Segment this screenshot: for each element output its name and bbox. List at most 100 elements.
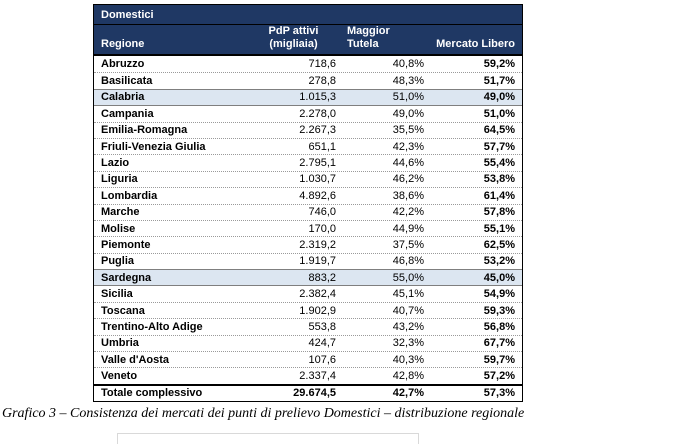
cell-maggior-tutela: 42,3%: [392, 140, 424, 153]
cell-maggior-tutela: 55,0%: [392, 271, 424, 284]
cell-maggior-tutela: 42,2%: [392, 206, 424, 219]
column-header-regione: Regione: [101, 38, 145, 51]
table-row: Puglia 1.919,7 46,8% 53,2%: [94, 252, 522, 269]
cell-pdp-attivi: 746,0: [308, 206, 336, 219]
column-header-pdp-line2: (migliaia): [269, 38, 318, 51]
table-row: Umbria 424,7 32,3% 67,7%: [94, 334, 522, 351]
cell-mercato-libero: 56,8%: [483, 320, 515, 333]
cell-pdp-attivi: 2.319,2: [299, 238, 336, 251]
cell-region: Campania: [101, 107, 154, 120]
cell-region: Lombardia: [101, 189, 158, 202]
cell-pdp-attivi: 2.267,3: [299, 124, 336, 137]
cell-mercato-libero: 55,4%: [483, 157, 515, 170]
cell-mercato-libero: 59,2%: [483, 58, 515, 71]
table-row: Lombardia 4.892,6 38,6% 61,4%: [94, 187, 522, 203]
cell-pdp-attivi: 1.030,7: [299, 173, 336, 186]
cell-maggior-tutela: 48,3%: [392, 75, 424, 88]
domestici-table: Domestici Regione PdP attivi (migliaia) …: [93, 4, 523, 402]
cell-maggior-tutela: 46,2%: [392, 173, 424, 186]
table-row: Lazio 2.795,1 44,6% 55,4%: [94, 154, 522, 170]
table-body: Abruzzo 718,6 40,8% 59,2% Basilicata 278…: [94, 56, 522, 384]
cell-maggior-tutela: 40,7%: [392, 304, 424, 317]
cell-mercato-libero: 51,7%: [483, 75, 515, 88]
cell-pdp-attivi: 2.278,0: [299, 107, 336, 120]
cell-mercato-libero: 59,7%: [483, 353, 515, 366]
cell-region: Trentino-Alto Adige: [101, 320, 203, 333]
table-total-row: Totale complessivo 29.674,5 42,7% 57,3%: [94, 383, 522, 401]
next-table-partial-edge: [117, 433, 419, 444]
table-row: Valle d'Aosta 107,6 40,3% 59,7%: [94, 351, 522, 367]
table-row: Molise 170,0 44,9% 55,1%: [94, 219, 522, 236]
table-row: Calabria 1.015,3 51,0% 49,0%: [94, 88, 522, 106]
table-row: Basilicata 278,8 48,3% 51,7%: [94, 72, 522, 88]
cell-maggior-tutela: 45,1%: [392, 288, 424, 301]
table-title: Domestici: [101, 9, 154, 21]
cell-maggior-tutela: 49,0%: [392, 107, 424, 120]
cell-region: Lazio: [101, 157, 130, 170]
cell-pdp-attivi: 1.919,7: [299, 255, 336, 268]
cell-region: Friuli-Venezia Giulia: [101, 140, 206, 153]
cell-total-mercato-libero: 57,3%: [483, 387, 515, 400]
cell-region: Sicilia: [101, 288, 133, 301]
cell-maggior-tutela: 37,5%: [392, 238, 424, 251]
table-row: Liguria 1.030,7 46,2% 53,8%: [94, 170, 522, 187]
cell-mercato-libero: 54,9%: [483, 288, 515, 301]
cell-region: Calabria: [101, 91, 145, 104]
cell-mercato-libero: 49,0%: [483, 91, 515, 104]
cell-total-maggior-tutela: 42,7%: [392, 387, 424, 400]
cell-mercato-libero: 67,7%: [483, 337, 515, 350]
table-row: Piemonte 2.319,2 37,5% 62,5%: [94, 236, 522, 252]
cell-maggior-tutela: 42,8%: [392, 370, 424, 383]
column-header-pdp-line1: PdP attivi: [268, 25, 319, 37]
cell-pdp-attivi: 2.337,4: [299, 370, 336, 383]
cell-region: Piemonte: [101, 238, 151, 251]
cell-region: Veneto: [101, 370, 138, 383]
table-row: Emilia-Romagna 2.267,3 35,5% 64,5%: [94, 121, 522, 138]
cell-region: Emilia-Romagna: [101, 124, 188, 137]
cell-maggior-tutela: 40,8%: [392, 58, 424, 71]
cell-pdp-attivi: 107,6: [308, 353, 336, 366]
table-row: Sardegna 883,2 55,0% 45,0%: [94, 269, 522, 286]
cell-maggior-tutela: 43,2%: [392, 320, 424, 333]
figure-caption: Grafico 3 – Consistenza dei mercati dei …: [2, 406, 525, 421]
table-row: Trentino-Alto Adige 553,8 43,2% 56,8%: [94, 318, 522, 334]
table-row: Abruzzo 718,6 40,8% 59,2%: [94, 56, 522, 72]
cell-maggior-tutela: 44,9%: [392, 222, 424, 235]
cell-region: Abruzzo: [101, 58, 145, 71]
cell-maggior-tutela: 44,6%: [392, 157, 424, 170]
cell-mercato-libero: 62,5%: [483, 238, 515, 251]
cell-region: Marche: [101, 206, 140, 219]
table-row: Campania 2.278,0 49,0% 51,0%: [94, 105, 522, 121]
cell-maggior-tutela: 38,6%: [392, 189, 424, 202]
table-row: Friuli-Venezia Giulia 651,1 42,3% 57,7%: [94, 137, 522, 154]
table-row: Marche 746,0 42,2% 57,8%: [94, 203, 522, 220]
table-header-row: Regione PdP attivi (migliaia) Maggior Tu…: [94, 25, 522, 56]
cell-maggior-tutela: 32,3%: [392, 337, 424, 350]
table-row: Toscana 1.902,9 40,7% 59,3%: [94, 301, 522, 318]
cell-mercato-libero: 59,3%: [483, 304, 515, 317]
column-header-mercato-libero: Mercato Libero: [436, 38, 515, 51]
cell-maggior-tutela: 46,8%: [392, 255, 424, 268]
cell-mercato-libero: 57,7%: [483, 140, 515, 153]
cell-mercato-libero: 57,8%: [483, 206, 515, 219]
cell-mercato-libero: 53,2%: [483, 255, 515, 268]
cell-mercato-libero: 55,1%: [483, 222, 515, 235]
cell-pdp-attivi: 1.015,3: [299, 91, 336, 104]
cell-pdp-attivi: 278,8: [308, 75, 336, 88]
column-header-tutela-line1: Maggior: [347, 25, 390, 37]
cell-region: Molise: [101, 222, 136, 235]
column-header-pdp-attivi: PdP attivi (migliaia): [246, 25, 341, 51]
cell-mercato-libero: 57,2%: [483, 370, 515, 383]
cell-pdp-attivi: 553,8: [308, 320, 336, 333]
cell-pdp-attivi: 4.892,6: [299, 189, 336, 202]
cell-region: Umbria: [101, 337, 139, 350]
cell-mercato-libero: 45,0%: [483, 271, 515, 284]
cell-region: Puglia: [101, 255, 135, 268]
cell-total-label: Totale complessivo: [101, 387, 203, 400]
cell-pdp-attivi: 170,0: [308, 222, 336, 235]
table-row: Veneto 2.337,4 42,8% 57,2%: [94, 367, 522, 383]
cell-pdp-attivi: 651,1: [308, 140, 336, 153]
cell-maggior-tutela: 40,3%: [392, 353, 424, 366]
cell-region: Basilicata: [101, 75, 153, 88]
